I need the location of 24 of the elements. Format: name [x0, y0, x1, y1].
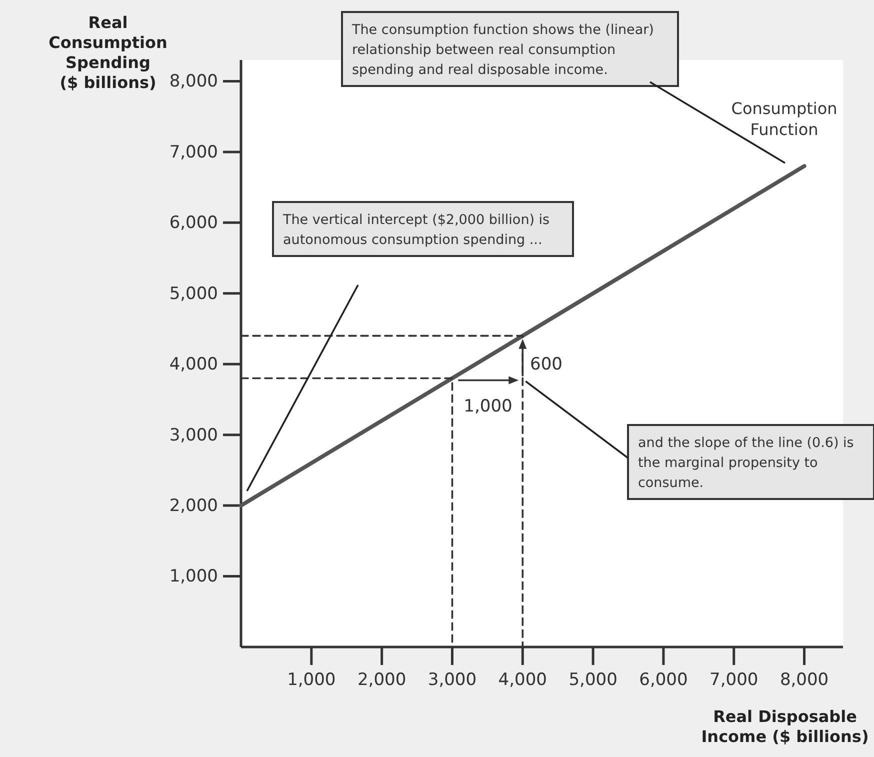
- annotation: 600: [530, 354, 562, 375]
- y-tick-label: 6,000: [169, 213, 218, 234]
- annotation: The vertical intercept ($2,000 billion) is autonomous consumption spending ...: [282, 212, 550, 248]
- x-tick-label: 6,000: [639, 670, 688, 690]
- y-tick-label: 4,000: [169, 354, 218, 375]
- annotation: The consumption function shows the (linear) relationship between real consumption spending and real disposable income.: [351, 22, 654, 78]
- y-axis-title: Real Consumption Spending ($ billions): [48, 13, 168, 92]
- x-tick-label: 8,000: [780, 670, 829, 690]
- y-tick-label: 5,000: [169, 284, 218, 304]
- x-tick-label: 4,000: [498, 670, 547, 690]
- x-tick-label: 2,000: [357, 670, 406, 690]
- y-tick-label: 7,000: [169, 142, 218, 162]
- y-tick-label: 1,000: [169, 566, 218, 587]
- annotation: 1,000: [464, 396, 512, 417]
- y-tick-label: 2,000: [169, 496, 218, 516]
- y-tick-label: 3,000: [169, 425, 218, 446]
- x-axis-title: Real Disposable Income ($ billions): [701, 707, 869, 746]
- annotation: and the slope of the line (0.6) is the marginal propensity to consume.: [638, 435, 854, 491]
- x-tick-label: 5,000: [568, 670, 618, 690]
- y-tick-label: 8,000: [169, 72, 218, 92]
- x-tick-label: 7,000: [710, 670, 758, 690]
- text: Consumption Function: [731, 99, 838, 140]
- x-tick-label: 1,000: [287, 670, 336, 690]
- x-tick-label: 3,000: [428, 670, 477, 690]
